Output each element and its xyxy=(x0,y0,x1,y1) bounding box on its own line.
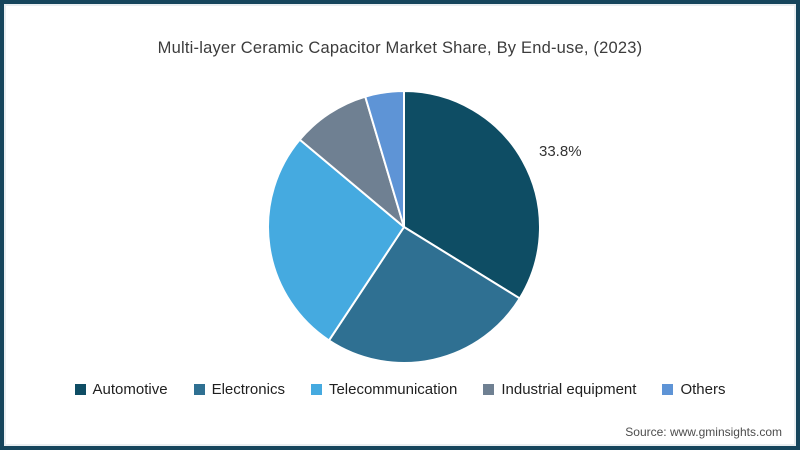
legend-swatch-others xyxy=(662,384,674,395)
source-attribution: Source: www.gminsights.com xyxy=(625,425,782,439)
legend-item-industrial-equipment: Industrial equipment xyxy=(483,381,636,398)
pie-slice-electronics xyxy=(327,226,521,364)
legend-item-telecommunication: Telecommunication xyxy=(310,381,458,398)
legend-swatch-automotive xyxy=(74,384,86,395)
legend-swatch-electronics xyxy=(193,384,205,395)
legend-swatch-industrial-equipment xyxy=(483,384,495,395)
legend-label-telecommunication: Telecommunication xyxy=(328,381,458,398)
legend: Automotive Electronics Telecommunication In… xyxy=(4,381,796,398)
legend-swatch-telecommunication xyxy=(310,384,322,395)
legend-item-automotive: Automotive xyxy=(74,381,168,398)
legend-label-electronics: Electronics xyxy=(211,381,285,398)
chart-title: Multi-layer Ceramic Capacitor Market Sha… xyxy=(157,39,643,57)
automotive-data-label: 33.8% xyxy=(539,143,582,160)
pie-chart-area xyxy=(254,77,554,377)
legend-label-others: Others xyxy=(680,381,726,398)
pie-slice-telecommunication xyxy=(267,138,405,342)
pie-slice-automotive xyxy=(403,90,541,300)
pie-slice-industrial-equipment xyxy=(298,95,405,228)
pie-slice-others xyxy=(364,90,405,228)
legend-label-industrial-equipment: Industrial equipment xyxy=(501,381,637,398)
pie-chart xyxy=(267,90,541,364)
legend-item-others: Others xyxy=(662,381,725,398)
legend-label-automotive: Automotive xyxy=(92,381,168,398)
legend-item-electronics: Electronics xyxy=(193,381,285,398)
